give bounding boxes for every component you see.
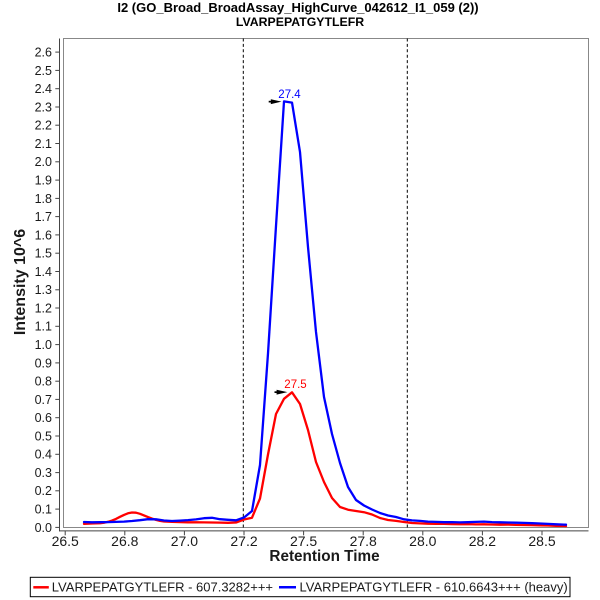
svg-text:1.7: 1.7 (35, 210, 52, 224)
svg-text:1.0: 1.0 (35, 338, 52, 352)
svg-text:1.6: 1.6 (35, 228, 52, 242)
svg-text:27.0: 27.0 (171, 533, 198, 549)
svg-text:0.2: 0.2 (35, 484, 52, 498)
svg-text:1.5: 1.5 (35, 247, 52, 261)
svg-text:2.0: 2.0 (35, 155, 52, 169)
svg-text:1.8: 1.8 (35, 192, 52, 206)
svg-text:Retention Time: Retention Time (269, 548, 379, 565)
svg-text:2.3: 2.3 (35, 100, 52, 114)
svg-text:2.2: 2.2 (35, 119, 52, 133)
svg-text:1.2: 1.2 (35, 301, 52, 315)
svg-text:0.6: 0.6 (35, 411, 52, 425)
svg-text:27.8: 27.8 (350, 533, 377, 549)
svg-text:27.4: 27.4 (278, 89, 301, 101)
svg-text:1.1: 1.1 (35, 320, 52, 334)
svg-text:28.5: 28.5 (528, 533, 555, 549)
svg-text:2.6: 2.6 (35, 46, 52, 60)
svg-text:1.9: 1.9 (35, 174, 52, 188)
svg-text:0.8: 0.8 (35, 375, 52, 389)
svg-text:28.0: 28.0 (409, 533, 436, 549)
svg-text:0.4: 0.4 (35, 448, 52, 462)
svg-text:28.2: 28.2 (469, 533, 496, 549)
svg-text:0.1: 0.1 (35, 503, 52, 517)
svg-text:27.2: 27.2 (230, 533, 257, 549)
svg-text:26.8: 26.8 (111, 533, 138, 549)
svg-text:1.4: 1.4 (35, 265, 52, 279)
svg-text:LVARPEPATGYTLEFR - 610.6643+++: LVARPEPATGYTLEFR - 610.6643+++ (heavy) (300, 579, 568, 594)
svg-text:LVARPEPATGYTLEFR - 607.3282+++: LVARPEPATGYTLEFR - 607.3282+++ (52, 579, 273, 594)
svg-text:Intensity 10^6: Intensity 10^6 (12, 229, 29, 335)
svg-text:27.5: 27.5 (284, 379, 306, 391)
svg-text:0.3: 0.3 (35, 466, 52, 480)
svg-text:0.5: 0.5 (35, 429, 52, 443)
svg-text:27.5: 27.5 (290, 533, 317, 549)
svg-text:1.3: 1.3 (35, 283, 52, 297)
svg-text:26.5: 26.5 (52, 533, 79, 549)
svg-text:0.7: 0.7 (35, 393, 52, 407)
svg-text:2.1: 2.1 (35, 137, 52, 151)
svg-text:2.4: 2.4 (35, 82, 52, 96)
svg-text:I2 (GO_Broad_BroadAssay_HighCu: I2 (GO_Broad_BroadAssay_HighCurve_042612… (117, 0, 478, 15)
svg-text:LVARPEPATGYTLEFR: LVARPEPATGYTLEFR (236, 15, 364, 29)
svg-text:2.5: 2.5 (35, 64, 52, 78)
svg-text:0.0: 0.0 (35, 521, 52, 535)
svg-text:0.9: 0.9 (35, 356, 52, 370)
